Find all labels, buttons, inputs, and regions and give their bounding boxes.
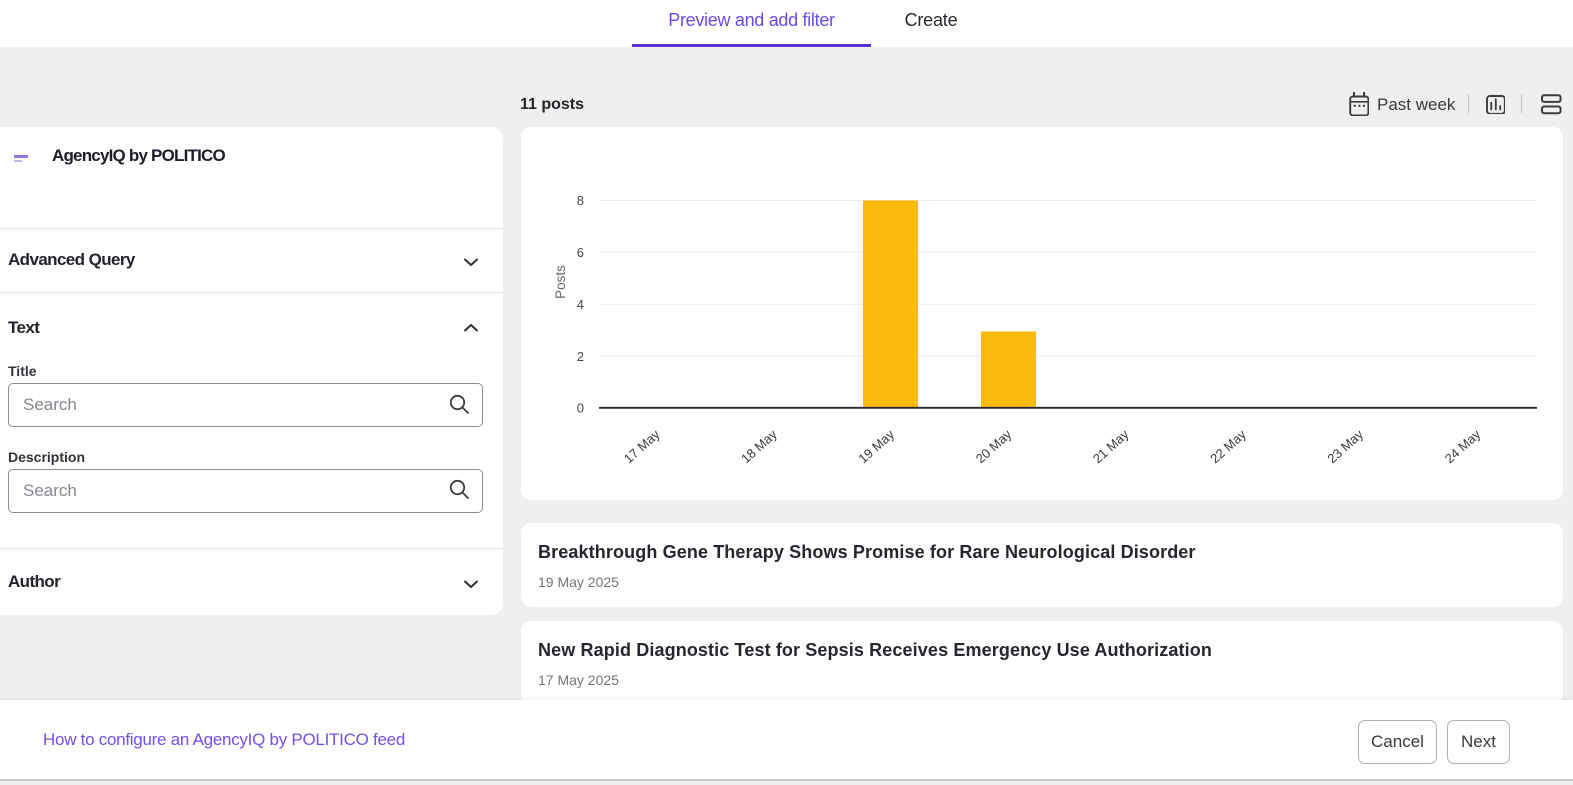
svg-text:18 May: 18 May	[738, 426, 780, 466]
svg-text:Posts: Posts	[553, 265, 568, 299]
svg-text:22 May: 22 May	[1207, 426, 1249, 466]
svg-text:23 May: 23 May	[1324, 426, 1366, 466]
svg-text:0: 0	[577, 401, 584, 416]
svg-text:2: 2	[577, 349, 584, 364]
svg-text:19 May: 19 May	[855, 426, 897, 466]
svg-text:20 May: 20 May	[973, 426, 1015, 466]
svg-text:24 May: 24 May	[1442, 426, 1484, 466]
svg-text:21 May: 21 May	[1090, 426, 1132, 466]
svg-text:17 May: 17 May	[621, 426, 663, 466]
svg-text:8: 8	[577, 193, 584, 208]
svg-text:6: 6	[577, 245, 584, 260]
svg-text:4: 4	[577, 297, 584, 312]
